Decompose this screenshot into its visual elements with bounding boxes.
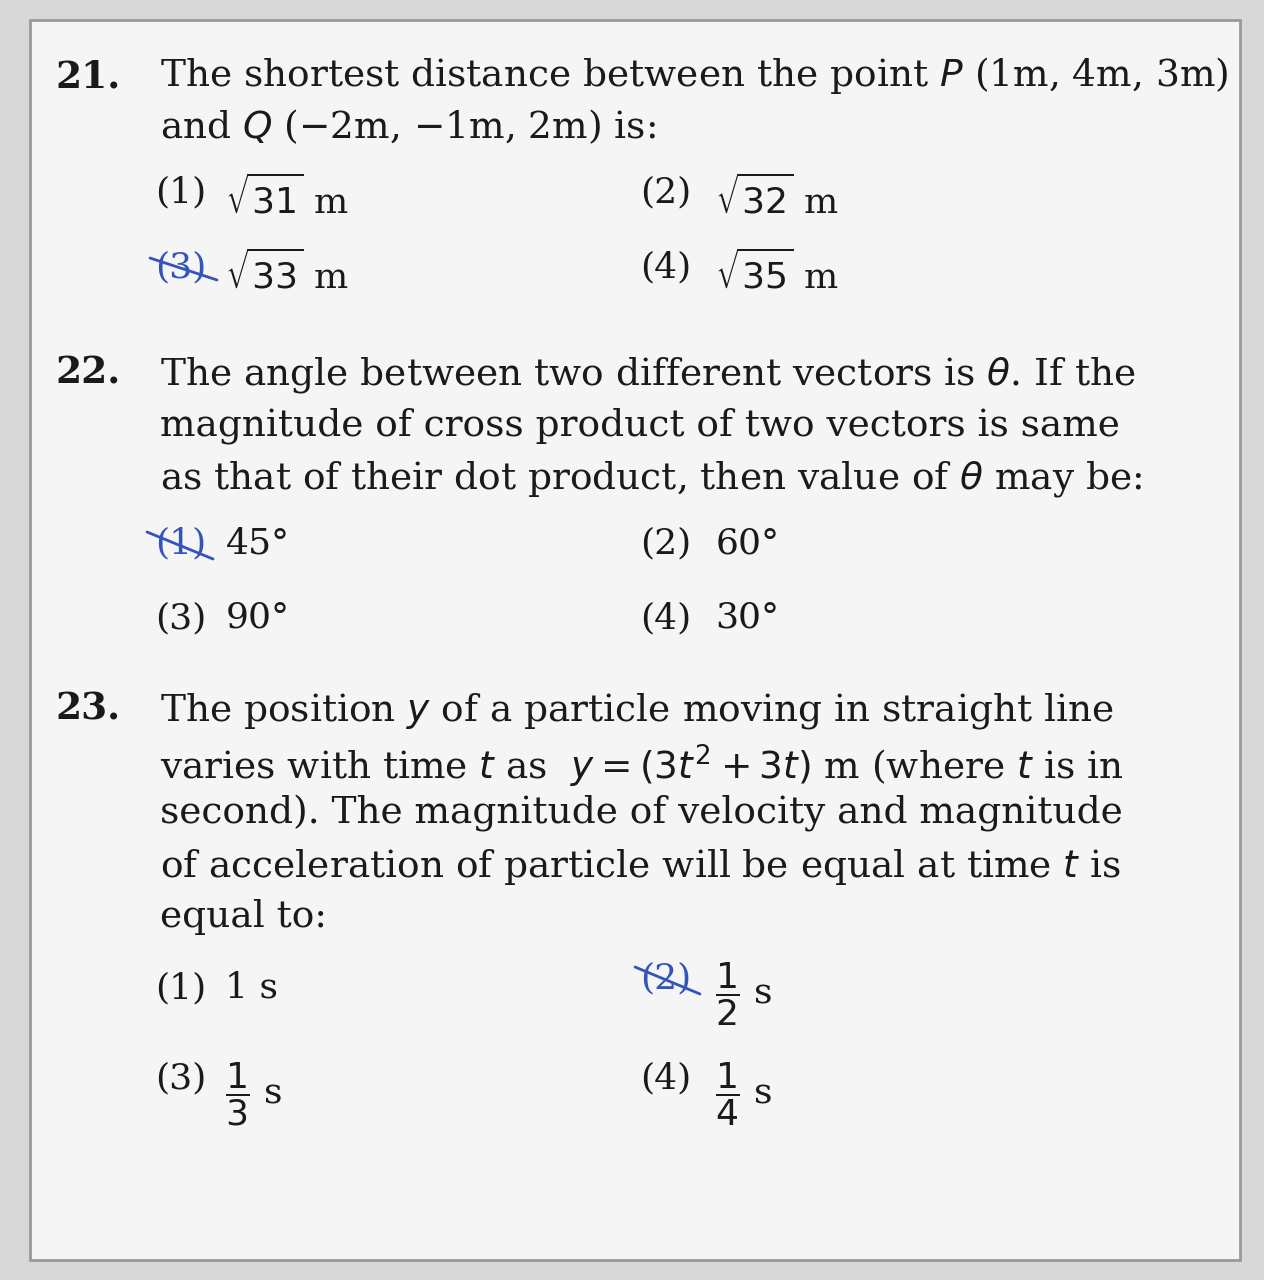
Text: (4): (4)	[640, 602, 691, 635]
Text: 30$\degree$: 30$\degree$	[715, 602, 777, 635]
Text: as that of their dot product, then value of $\theta$ may be:: as that of their dot product, then value…	[161, 460, 1143, 499]
Text: $\dfrac{1}{3}$ s: $\dfrac{1}{3}$ s	[225, 1061, 283, 1128]
Text: 23.: 23.	[56, 691, 120, 728]
Text: $\sqrt{33}$ m: $\sqrt{33}$ m	[225, 250, 349, 296]
Text: $\dfrac{1}{2}$ s: $\dfrac{1}{2}$ s	[715, 961, 772, 1028]
Text: (1): (1)	[155, 526, 206, 561]
Text: of acceleration of particle will be equal at time $t$ is: of acceleration of particle will be equa…	[161, 847, 1121, 887]
Text: $\dfrac{1}{4}$ s: $\dfrac{1}{4}$ s	[715, 1061, 772, 1128]
Text: 60$\degree$: 60$\degree$	[715, 526, 777, 561]
Text: 1 s: 1 s	[225, 972, 278, 1005]
FancyBboxPatch shape	[30, 20, 1240, 1260]
Text: The angle between two different vectors is $\theta$. If the: The angle between two different vectors …	[161, 355, 1136, 396]
Text: (3): (3)	[155, 1061, 206, 1094]
Text: (3): (3)	[155, 602, 206, 635]
Text: second). The magnitude of velocity and magnitude: second). The magnitude of velocity and m…	[161, 795, 1122, 832]
Text: 90$\degree$: 90$\degree$	[225, 602, 288, 635]
Text: $\sqrt{32}$ m: $\sqrt{32}$ m	[715, 175, 838, 220]
Text: (4): (4)	[640, 250, 691, 284]
Text: (2): (2)	[640, 526, 691, 561]
Text: magnitude of cross product of two vectors is same: magnitude of cross product of two vector…	[161, 407, 1120, 443]
Text: 21.: 21.	[56, 58, 120, 95]
Text: (3): (3)	[155, 250, 206, 284]
Text: and $Q$ ($-$2m, $-$1m, 2m) is:: and $Q$ ($-$2m, $-$1m, 2m) is:	[161, 108, 656, 146]
Text: (1): (1)	[155, 972, 206, 1005]
Text: $\sqrt{35}$ m: $\sqrt{35}$ m	[715, 250, 838, 296]
Text: The shortest distance between the point $P$ (1m, 4m, 3m): The shortest distance between the point …	[161, 55, 1229, 96]
Text: (2): (2)	[640, 175, 691, 209]
Text: 22.: 22.	[56, 355, 120, 392]
Text: equal to:: equal to:	[161, 899, 327, 934]
Text: varies with time $t$ as  $y = (3t^2 + 3t)$ m (where $t$ is in: varies with time $t$ as $y = (3t^2 + 3t)…	[161, 742, 1124, 790]
Text: $\sqrt{31}$ m: $\sqrt{31}$ m	[225, 175, 349, 220]
Text: (2): (2)	[640, 961, 691, 995]
Text: (4): (4)	[640, 1061, 691, 1094]
Text: (1): (1)	[155, 175, 206, 209]
Text: The position $y$ of a particle moving in straight line: The position $y$ of a particle moving in…	[161, 691, 1114, 731]
Text: 45$\degree$: 45$\degree$	[225, 526, 288, 561]
